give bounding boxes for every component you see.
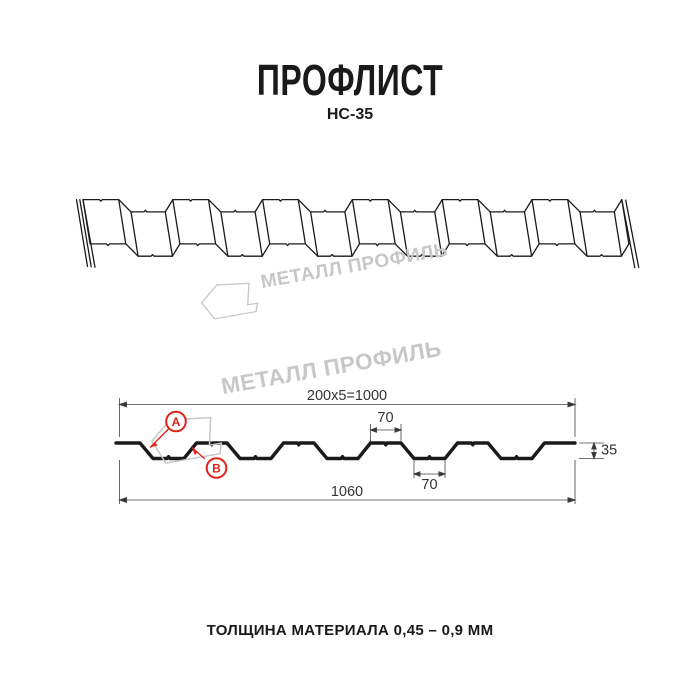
svg-text:70: 70 [421, 477, 437, 493]
svg-text:35: 35 [601, 443, 617, 459]
svg-text:МЕТАЛЛ ПРОФИЛЬ: МЕТАЛЛ ПРОФИЛЬ [259, 239, 449, 293]
svg-text:B: B [212, 462, 221, 476]
svg-text:70: 70 [377, 410, 393, 426]
svg-text:A: A [172, 415, 181, 429]
svg-text:1060: 1060 [331, 484, 363, 500]
svg-text:200x5=1000: 200x5=1000 [307, 388, 387, 404]
